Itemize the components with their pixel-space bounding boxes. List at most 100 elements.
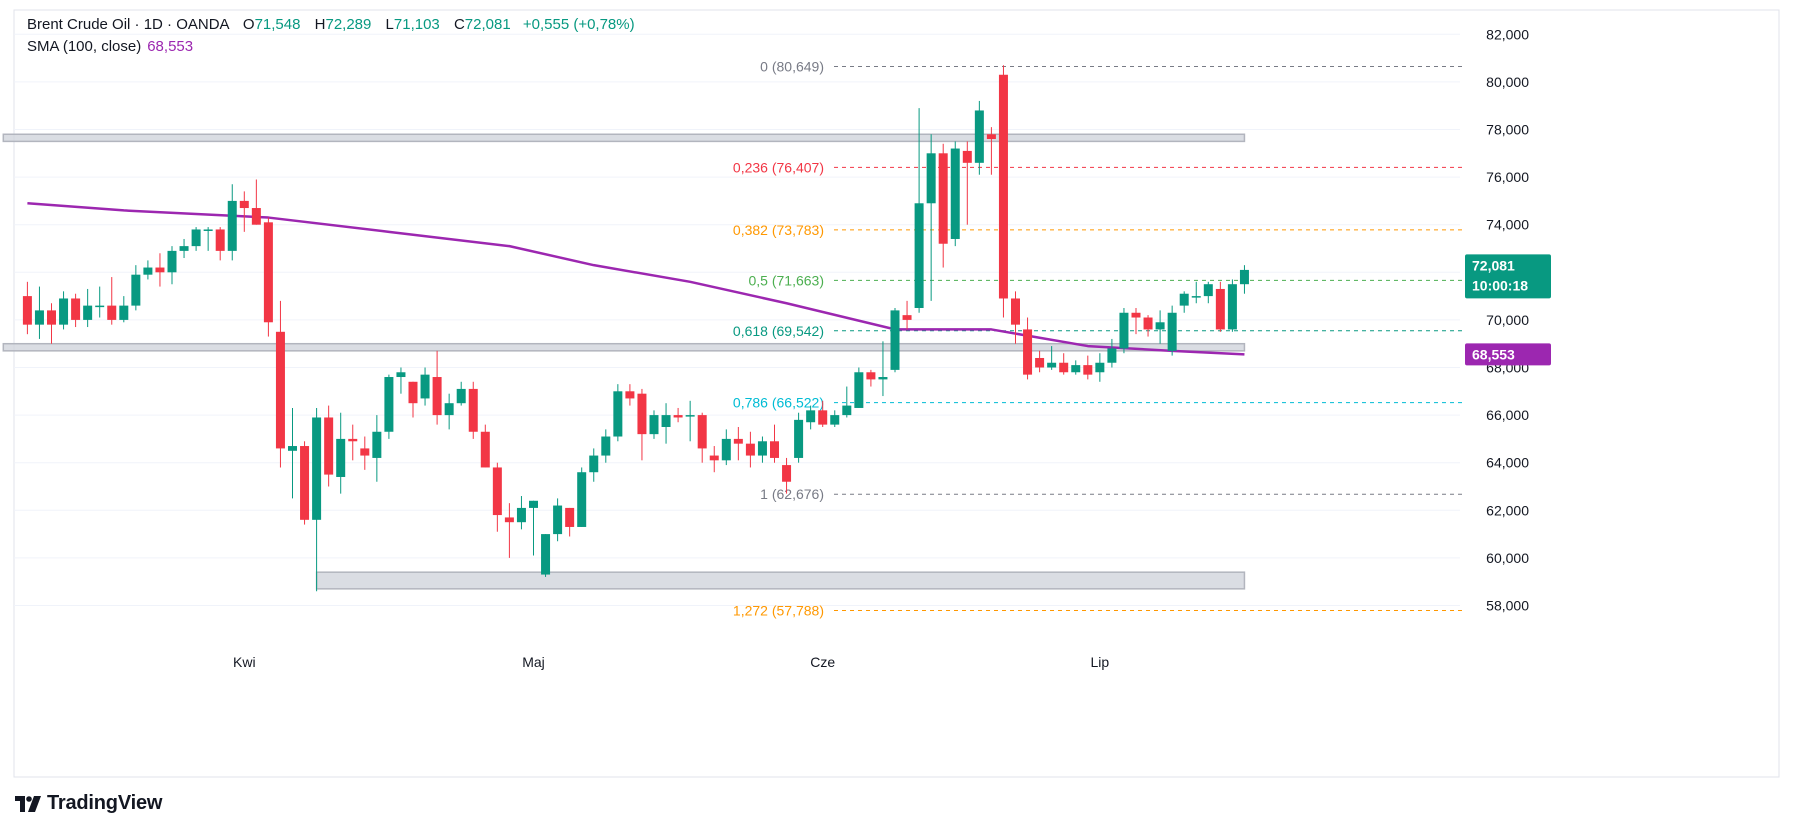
candle[interactable] <box>155 253 165 287</box>
candle[interactable] <box>1035 350 1045 373</box>
candle[interactable] <box>745 431 755 468</box>
candle[interactable] <box>625 384 635 406</box>
candle[interactable] <box>866 369 876 387</box>
candle[interactable] <box>34 286 44 339</box>
candle[interactable] <box>1071 360 1081 375</box>
candle[interactable] <box>480 424 490 468</box>
candle[interactable] <box>1191 281 1201 304</box>
candle[interactable] <box>577 467 587 527</box>
candle[interactable] <box>1203 281 1213 304</box>
candle[interactable] <box>806 405 816 430</box>
candle[interactable] <box>926 134 936 301</box>
candle[interactable] <box>360 436 370 470</box>
candle[interactable] <box>613 384 623 442</box>
candle[interactable] <box>986 127 996 175</box>
zone-rect[interactable] <box>2 133 1246 143</box>
candle[interactable] <box>733 427 743 461</box>
zone-rect[interactable] <box>2 342 1246 352</box>
candle[interactable] <box>300 441 310 525</box>
candle[interactable] <box>529 500 538 556</box>
candle[interactable] <box>830 410 840 427</box>
candle[interactable] <box>312 407 322 592</box>
candle[interactable] <box>601 429 611 463</box>
candle[interactable] <box>1179 291 1189 313</box>
candle[interactable] <box>974 100 984 175</box>
candle[interactable] <box>842 386 852 418</box>
candle[interactable] <box>553 498 563 542</box>
candle[interactable] <box>59 291 69 330</box>
symbol-title[interactable]: Brent Crude Oil · 1D · OANDA <box>27 16 229 33</box>
candle[interactable] <box>47 303 56 344</box>
candle[interactable] <box>83 288 93 328</box>
candle[interactable] <box>962 141 972 225</box>
candle[interactable] <box>1155 310 1165 344</box>
candle[interactable] <box>1047 346 1057 370</box>
candle[interactable] <box>673 407 683 423</box>
candle[interactable] <box>348 424 358 461</box>
candle[interactable] <box>1131 308 1141 335</box>
candle[interactable] <box>854 367 864 408</box>
candle[interactable] <box>1215 281 1225 332</box>
candle[interactable] <box>709 446 719 473</box>
candle[interactable] <box>914 108 924 313</box>
candle[interactable] <box>1167 305 1177 356</box>
zone-rect[interactable] <box>315 571 1246 590</box>
candle[interactable] <box>288 407 297 499</box>
candle[interactable] <box>396 367 406 394</box>
candle[interactable] <box>1119 308 1129 354</box>
candle[interactable] <box>227 184 237 261</box>
candle[interactable] <box>456 381 466 406</box>
candle[interactable] <box>541 534 551 577</box>
candle[interactable] <box>1023 317 1033 380</box>
candle[interactable] <box>1239 265 1249 294</box>
candle[interactable] <box>890 308 900 373</box>
candle[interactable] <box>649 410 659 439</box>
candle[interactable] <box>107 277 117 325</box>
candle[interactable] <box>1059 353 1069 375</box>
candle[interactable] <box>239 191 249 232</box>
candle[interactable] <box>179 238 189 259</box>
candle[interactable] <box>191 227 201 251</box>
candle[interactable] <box>1095 353 1105 382</box>
candle[interactable] <box>468 381 478 439</box>
candle[interactable] <box>432 350 442 425</box>
candle[interactable] <box>131 265 141 311</box>
candle[interactable] <box>71 293 81 328</box>
tradingview-logo[interactable]: TradingView <box>15 792 162 815</box>
candle[interactable] <box>215 227 225 261</box>
candle[interactable] <box>794 412 804 463</box>
candle[interactable] <box>492 462 502 532</box>
candle[interactable] <box>818 400 828 427</box>
candle[interactable] <box>408 381 418 418</box>
candle[interactable] <box>757 436 767 463</box>
candle[interactable] <box>1011 291 1020 344</box>
candle[interactable] <box>589 448 599 482</box>
candle[interactable] <box>637 388 647 461</box>
candle[interactable] <box>770 424 779 463</box>
candle[interactable] <box>119 296 129 323</box>
candle[interactable] <box>336 412 346 494</box>
candle[interactable] <box>1107 338 1117 368</box>
candle[interactable] <box>167 246 177 285</box>
candle[interactable] <box>324 405 334 487</box>
candle[interactable] <box>516 496 526 530</box>
candle[interactable] <box>251 179 261 225</box>
candle[interactable] <box>263 217 273 337</box>
candle[interactable] <box>1143 315 1153 337</box>
candle[interactable] <box>661 403 671 444</box>
candle[interactable] <box>384 374 394 439</box>
candle[interactable] <box>998 65 1008 318</box>
candle[interactable] <box>95 286 105 318</box>
candle[interactable] <box>372 415 382 482</box>
candle[interactable] <box>203 227 213 251</box>
sma-line[interactable] <box>27 202 1245 356</box>
candle[interactable] <box>878 341 888 397</box>
candle[interactable] <box>938 143 948 268</box>
candle[interactable] <box>143 260 153 280</box>
candle[interactable] <box>697 412 707 463</box>
candle[interactable] <box>420 367 430 406</box>
candle[interactable] <box>565 507 575 537</box>
candle[interactable] <box>1227 279 1237 332</box>
candle[interactable] <box>721 429 731 466</box>
candle[interactable] <box>504 503 514 558</box>
